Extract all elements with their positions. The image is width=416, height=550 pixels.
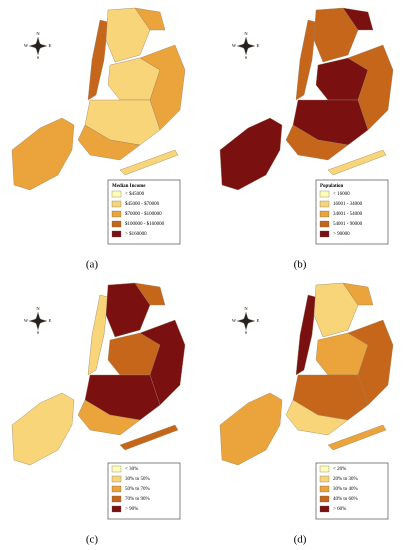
compass-east: E bbox=[49, 43, 52, 48]
compass-rose bbox=[28, 36, 48, 56]
compass-south: S bbox=[245, 55, 248, 60]
legend-swatch bbox=[319, 230, 330, 238]
compass: N S E W bbox=[24, 31, 52, 60]
compass-west: W bbox=[232, 318, 237, 323]
legend-label: 20% to 30% bbox=[333, 477, 358, 482]
compass: N S E W bbox=[232, 306, 260, 335]
legend-swatch bbox=[111, 210, 122, 218]
legend-label: $70000 - $100000 bbox=[125, 212, 162, 217]
compass-west: W bbox=[24, 318, 29, 323]
legend-label: 16001 - 34000 bbox=[333, 202, 363, 207]
compass-rose bbox=[236, 311, 256, 331]
panel-label: (b) bbox=[294, 259, 307, 271]
legend-label: $100000 - $160000 bbox=[125, 222, 165, 227]
compass-north: N bbox=[36, 306, 40, 311]
legend-label: > 60% bbox=[333, 507, 346, 512]
legend-label: < $45000 bbox=[125, 192, 145, 197]
legend-swatch bbox=[111, 505, 122, 513]
legend-label: 40% to 60% bbox=[333, 497, 358, 502]
compass-south: S bbox=[37, 55, 40, 60]
legend-swatch bbox=[111, 190, 122, 198]
legend-title: Population bbox=[320, 184, 344, 189]
legend-swatch bbox=[319, 210, 330, 218]
compass-west: W bbox=[232, 43, 237, 48]
legend-label: 30% to 40% bbox=[333, 487, 358, 492]
compass-rose bbox=[28, 311, 48, 331]
legend-label: $45000 - $70000 bbox=[125, 202, 160, 207]
compass: N S E W bbox=[24, 306, 52, 335]
compass-east: E bbox=[49, 318, 52, 323]
legend-swatch bbox=[319, 505, 330, 513]
legend-swatch bbox=[319, 475, 330, 483]
compass-south: S bbox=[245, 330, 248, 335]
legend-label: > 90% bbox=[125, 507, 138, 512]
legend-swatch bbox=[111, 485, 122, 493]
compass-north: N bbox=[36, 31, 40, 36]
compass-west: W bbox=[24, 43, 29, 48]
panel: N S E W < 30% 30% to 50% 50% to 70% 70% to 90% >… bbox=[24, 306, 181, 546]
legend-label: 34001 - 54000 bbox=[333, 212, 363, 217]
legend-title: Median Income bbox=[112, 184, 146, 189]
compass-south: S bbox=[37, 330, 40, 335]
compass-rose bbox=[236, 36, 256, 56]
panel: N S E W Median Income < $45000 $45000 - $70000… bbox=[24, 31, 181, 271]
compass-north: N bbox=[244, 306, 248, 311]
legend-swatch bbox=[319, 495, 330, 503]
legend-swatch bbox=[319, 465, 330, 473]
legend-swatch bbox=[111, 200, 122, 208]
compass: N S E W bbox=[232, 31, 260, 60]
legend-label: 54001 - 90000 bbox=[333, 222, 363, 227]
panel: N S E W Population < 16000 16001 - 34000 34001 … bbox=[232, 31, 389, 271]
legend-swatch bbox=[111, 465, 122, 473]
legend-label: < 20% bbox=[333, 467, 346, 472]
legend-swatch bbox=[319, 200, 330, 208]
legend-label: 70% to 90% bbox=[125, 497, 150, 502]
legend-swatch bbox=[319, 220, 330, 228]
legend-swatch bbox=[319, 190, 330, 198]
legend-label: < 30% bbox=[125, 467, 138, 472]
legend-swatch bbox=[111, 475, 122, 483]
legend-label: 30% to 50% bbox=[125, 477, 150, 482]
compass-north: N bbox=[244, 31, 248, 36]
panel: N S E W < 20% 20% to 30% 30% to 40% 40% to 60% >… bbox=[232, 306, 389, 546]
panel-label: (d) bbox=[294, 534, 307, 546]
legend-label: > $160000 bbox=[125, 232, 147, 237]
legend-label: < 16000 bbox=[333, 192, 350, 197]
legend-swatch bbox=[111, 230, 122, 238]
legend-swatch bbox=[111, 220, 122, 228]
panel-label: (c) bbox=[86, 534, 99, 546]
legend-swatch bbox=[319, 485, 330, 493]
compass-east: E bbox=[257, 43, 260, 48]
panels: N S E W Median Income < $45000 $45000 - $70000… bbox=[24, 31, 389, 546]
legend-swatch bbox=[111, 495, 122, 503]
legend-label: > 90000 bbox=[333, 232, 350, 237]
panel-label: (a) bbox=[86, 259, 99, 271]
legend-label: 50% to 70% bbox=[125, 487, 150, 492]
compass-east: E bbox=[257, 318, 260, 323]
